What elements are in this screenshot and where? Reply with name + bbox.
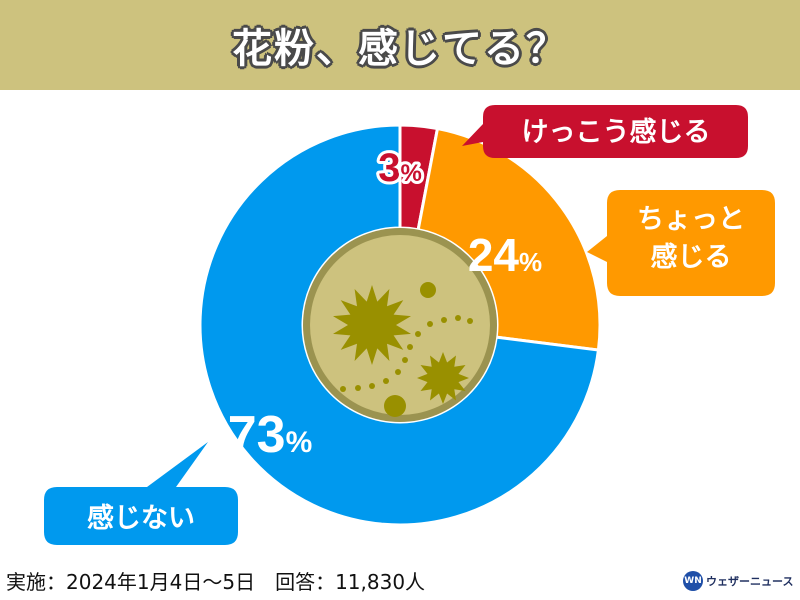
callouts-group: けっこう感じる ちょっと感じる 感じない: [44, 105, 775, 545]
pollen-burst-large-icon: [333, 285, 411, 365]
callout-kekkou: けっこう感じる: [462, 105, 748, 158]
pollen-trail-dot: [395, 369, 401, 375]
pollen-trail-dot: [427, 321, 433, 327]
label-kekkou: けっこう感じる: [522, 116, 711, 148]
pollen-trail-dot: [340, 386, 346, 392]
pollen-burst-small-icon: [417, 352, 469, 404]
pollen-dot-large-icon: [384, 395, 406, 417]
pollen-dot-icon: [420, 282, 436, 298]
brand: WN ウェザーニュース: [683, 569, 793, 593]
pollen-trail-icon: [340, 315, 473, 392]
pollen-trail-dot: [467, 318, 473, 324]
pollen-trail-dot: [455, 315, 461, 321]
brand-logo-icon: WN: [683, 571, 703, 591]
percent-label-0: 3%: [378, 146, 422, 190]
pollen-trail-dot: [402, 357, 408, 363]
callout-chotto: ちょっと感じる: [587, 190, 775, 296]
label-chotto: ちょっと感じる: [637, 204, 745, 273]
percent-labels: 3% 24% 73%: [228, 143, 542, 464]
callout-kanjinai: 感じない: [44, 442, 238, 545]
survey-responses: 回答：11,830人: [275, 570, 426, 594]
percent-label-1: 24%: [468, 229, 542, 281]
survey-footer: 実施：2024年1月4日～5日 回答：11,830人: [6, 566, 425, 595]
pollen-trail-dot: [441, 317, 447, 323]
pollen-trail-dot: [383, 378, 389, 384]
label-kanjinai: 感じない: [87, 502, 195, 534]
chart-title: 花粉、感じてる？: [232, 26, 568, 72]
percent-label-2: 73%: [228, 406, 313, 464]
brand-name: ウェザーニュース: [706, 575, 794, 588]
pollen-trail-dot: [355, 385, 361, 391]
pollen-trail-dot: [415, 331, 421, 337]
pollen-trail-dot: [407, 344, 413, 350]
center-pollen-illustration: [303, 228, 497, 422]
title-bar: 花粉、感じてる？: [0, 0, 800, 90]
pollen-trail-dot: [369, 383, 375, 389]
survey-date: 実施：2024年1月4日～5日: [6, 570, 256, 594]
